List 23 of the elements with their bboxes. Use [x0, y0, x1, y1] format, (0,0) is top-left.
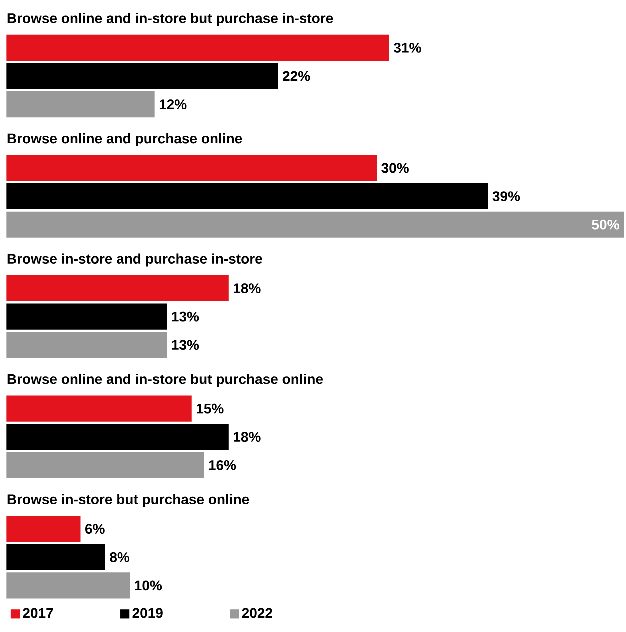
y-tick-label: Browse in-store but purchase online	[8, 494, 250, 508]
legend-label: 2017	[23, 608, 54, 618]
data-label: 15%	[197, 404, 224, 414]
data-label: 31%	[394, 43, 422, 53]
legend-label: 2022	[242, 608, 272, 618]
y-tick-label: Browse online and in-store but purchase online	[8, 374, 324, 388]
y-tick-label: Browse online and purchase online	[8, 133, 242, 146]
data-label: 18%	[234, 432, 261, 442]
data-label: 13%	[172, 340, 200, 350]
data-label: 12%	[160, 100, 187, 110]
y-tick-label: Browse in-store and purchase in-store	[8, 254, 262, 267]
data-label: 6%	[86, 524, 105, 534]
data-label: 18%	[234, 284, 261, 294]
data-label: 8%	[110, 552, 130, 562]
data-label: 39%	[492, 192, 520, 202]
data-label: 22%	[283, 71, 310, 82]
data-label: 10%	[135, 580, 162, 591]
data-label: 13%	[172, 312, 200, 322]
data-label: 16%	[209, 460, 236, 470]
data-label: 30%	[382, 163, 409, 174]
y-tick-label: Browse online and in-store but purchase in-store	[8, 13, 334, 26]
data-label: 50%	[592, 220, 620, 230]
legend-label: 2019	[132, 608, 163, 618]
